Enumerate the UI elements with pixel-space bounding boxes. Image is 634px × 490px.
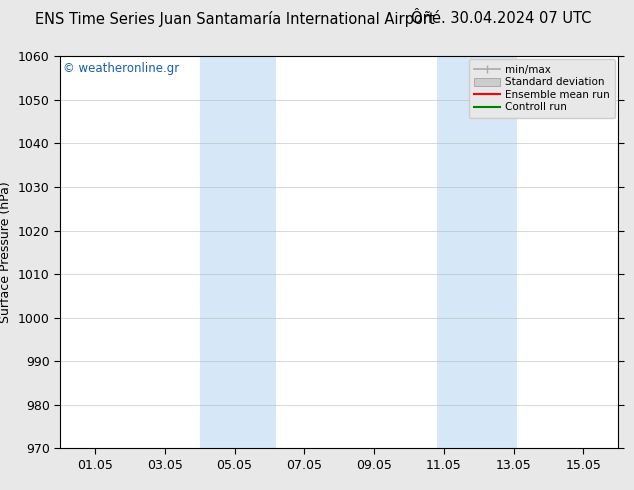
Text: Ôñé. 30.04.2024 07 UTC: Ôñé. 30.04.2024 07 UTC: [411, 11, 591, 26]
Bar: [437, 56, 517, 448]
Y-axis label: Surface Pressure (hPa): Surface Pressure (hPa): [0, 181, 13, 323]
Text: ENS Time Series Juan Santamaría International Airport: ENS Time Series Juan Santamaría Internat…: [35, 11, 434, 27]
Legend: min/max, Standard deviation, Ensemble mean run, Controll run: min/max, Standard deviation, Ensemble me…: [469, 59, 615, 118]
Bar: [200, 56, 276, 448]
Text: © weatheronline.gr: © weatheronline.gr: [63, 62, 179, 75]
